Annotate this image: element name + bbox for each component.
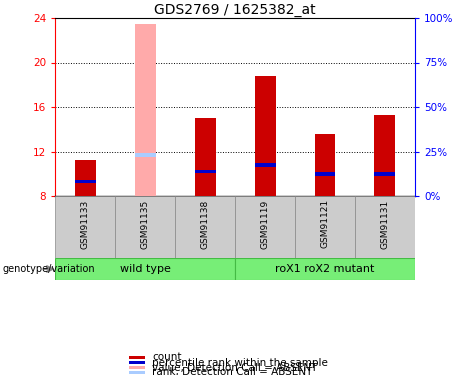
Text: GSM91133: GSM91133 [81, 199, 90, 249]
Text: rank, Detection Call = ABSENT: rank, Detection Call = ABSENT [152, 368, 313, 375]
Bar [235, 196, 295, 258]
Bar [135, 24, 156, 196]
Bar [135, 153, 156, 157]
Bar [374, 172, 396, 176]
Bar [314, 172, 336, 176]
Text: genotype/variation: genotype/variation [2, 264, 95, 274]
Text: value, Detection Call = ABSENT: value, Detection Call = ABSENT [152, 363, 318, 372]
Bar [75, 180, 96, 183]
Bar [75, 160, 96, 196]
Bar [195, 170, 216, 174]
Text: percentile rank within the sample: percentile rank within the sample [152, 357, 328, 368]
Text: wild type: wild type [120, 264, 171, 274]
Bar [314, 134, 336, 196]
Bar [115, 196, 175, 258]
Bar [295, 196, 355, 258]
Text: roX1 roX2 mutant: roX1 roX2 mutant [275, 264, 375, 274]
Bar [129, 366, 145, 369]
Bar [374, 115, 396, 196]
Bar [175, 196, 235, 258]
Text: GSM91119: GSM91119 [260, 199, 270, 249]
Title: GDS2769 / 1625382_at: GDS2769 / 1625382_at [154, 3, 316, 17]
Text: GSM91138: GSM91138 [201, 199, 210, 249]
Bar [195, 118, 216, 196]
Text: count: count [152, 352, 182, 363]
Text: GSM91135: GSM91135 [141, 199, 150, 249]
Bar [129, 371, 145, 374]
Bar [129, 361, 145, 364]
Bar [355, 196, 415, 258]
Bar [55, 196, 115, 258]
Bar [235, 258, 415, 280]
Bar [129, 356, 145, 359]
Bar [254, 163, 276, 167]
Text: GSM91131: GSM91131 [380, 199, 390, 249]
Text: GSM91121: GSM91121 [320, 200, 330, 249]
Bar [254, 76, 276, 196]
Bar [55, 258, 235, 280]
